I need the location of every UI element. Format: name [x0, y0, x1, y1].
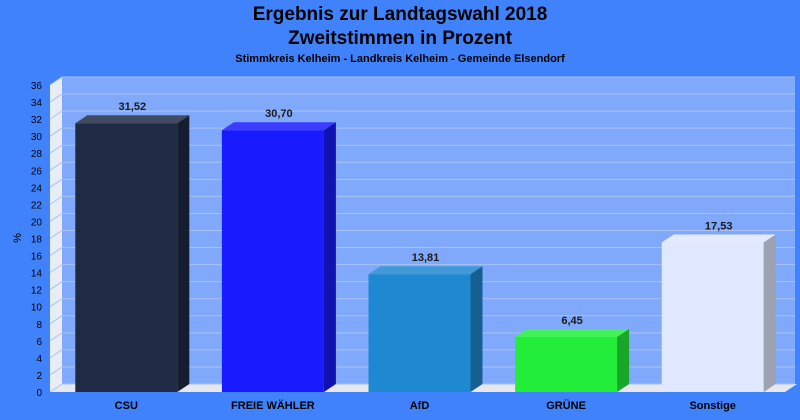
gridline	[49, 212, 795, 222]
gridline	[49, 315, 795, 325]
gridline	[49, 281, 795, 291]
gridline	[49, 195, 795, 205]
bar-top	[661, 234, 776, 243]
y-tick-label: 32	[31, 115, 43, 126]
y-tick-label: 36	[31, 81, 43, 92]
y-tick-label: 8	[36, 320, 42, 331]
bar-front	[661, 242, 764, 392]
bar-value-label: 6,45	[561, 315, 582, 327]
x-category-label: GRÜNE	[546, 399, 586, 412]
x-category-label: CSU	[115, 400, 138, 412]
y-tick-label: 18	[31, 235, 43, 246]
gridline	[49, 178, 795, 188]
x-category-label: FREIE WÄHLER	[231, 399, 315, 412]
gridline	[49, 127, 795, 137]
gridline	[49, 230, 795, 239]
gridline	[49, 264, 795, 274]
bar-top	[368, 266, 483, 275]
bar-front	[221, 130, 324, 393]
gridline	[49, 161, 795, 171]
y-tick-label: 30	[31, 132, 43, 143]
y-tick-label: 6	[36, 337, 42, 348]
y-tick-label: 12	[31, 286, 43, 297]
gridline	[49, 247, 795, 256]
bar	[368, 266, 483, 392]
gridline	[49, 298, 795, 308]
y-tick-label: 10	[31, 303, 43, 314]
x-category-label: AfD	[410, 400, 430, 412]
chart-location: Stimmkreis Kelheim - Landkreis Kelheim -…	[235, 53, 565, 65]
bar-side	[763, 234, 776, 392]
bar-front	[368, 274, 471, 392]
gridline	[49, 144, 795, 154]
bar	[75, 115, 190, 393]
bar-side	[177, 115, 190, 393]
y-tick-label: 24	[31, 183, 43, 194]
bar-top	[221, 122, 336, 131]
bar-top	[75, 115, 190, 124]
y-tick-label: 28	[31, 149, 43, 160]
bar	[661, 234, 776, 392]
bar-side	[470, 266, 483, 392]
bar-value-label: 31,52	[119, 101, 147, 113]
y-tick-label: 22	[31, 200, 43, 211]
y-tick-label: 0	[36, 388, 42, 399]
bar	[221, 122, 336, 393]
bar	[515, 328, 630, 392]
y-tick-label: 2	[36, 371, 42, 382]
chart-title: Ergebnis zur Landtagswahl 2018	[252, 4, 548, 25]
y-tick-label: 14	[31, 269, 43, 280]
bar-side	[323, 122, 336, 393]
y-tick-label: 4	[36, 354, 42, 365]
gridline	[49, 93, 795, 103]
chart-subtitle: Zweitstimmen in Prozent	[288, 28, 512, 49]
gridline	[49, 76, 795, 86]
x-category-label: Sonstige	[689, 400, 735, 412]
y-tick-label: 16	[31, 252, 43, 263]
y-axis-label: %	[12, 233, 24, 243]
bar-top	[515, 328, 630, 337]
bar-value-label: 17,53	[705, 221, 733, 233]
y-tick-label: 34	[31, 98, 43, 109]
bar-front	[75, 123, 178, 393]
bar-front	[515, 336, 618, 392]
bar-side	[617, 328, 630, 392]
gridline	[49, 110, 795, 120]
bar-value-label: 13,81	[412, 252, 440, 264]
bar-value-label: 30,70	[265, 108, 293, 120]
y-tick-label: 26	[31, 166, 43, 177]
y-tick-label: 20	[31, 217, 43, 228]
